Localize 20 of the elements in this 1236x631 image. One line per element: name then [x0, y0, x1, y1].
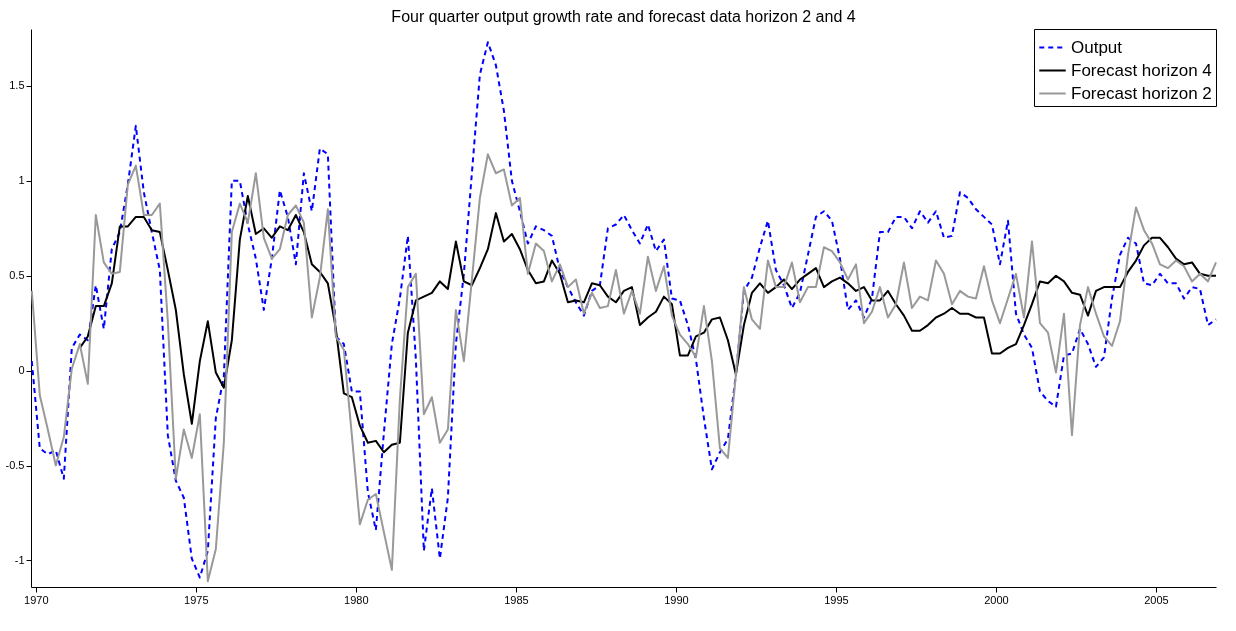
- x-tick-label: 1975: [184, 593, 209, 606]
- x-tick-label: 1980: [344, 593, 369, 606]
- y-tick-label: -0.5: [5, 459, 25, 472]
- legend-label: Forecast horizon 4: [1071, 60, 1212, 80]
- x-tick-label: 1985: [504, 593, 529, 606]
- legend-label: Forecast horizon 2: [1071, 83, 1212, 103]
- y-tick-label: 1: [18, 174, 25, 187]
- chart-title: Four quarter output growth rate and forecast data horizon 2 and 4: [391, 7, 856, 25]
- x-tick-label: 2005: [1144, 593, 1169, 606]
- y-tick-label: 1.5: [9, 79, 25, 92]
- x-tick-label: 1995: [824, 593, 849, 606]
- x-tick-label: 2000: [984, 593, 1009, 606]
- legend-label: Output: [1071, 37, 1123, 57]
- y-tick-label: 0.5: [9, 269, 25, 282]
- x-tick-label: 1970: [24, 593, 49, 606]
- y-tick-label: -1: [14, 553, 25, 566]
- line-series: [30, 153, 1217, 583]
- y-tick-label: 0: [18, 364, 25, 377]
- line-series: [78, 195, 1217, 454]
- x-tick-label: 1990: [664, 593, 689, 606]
